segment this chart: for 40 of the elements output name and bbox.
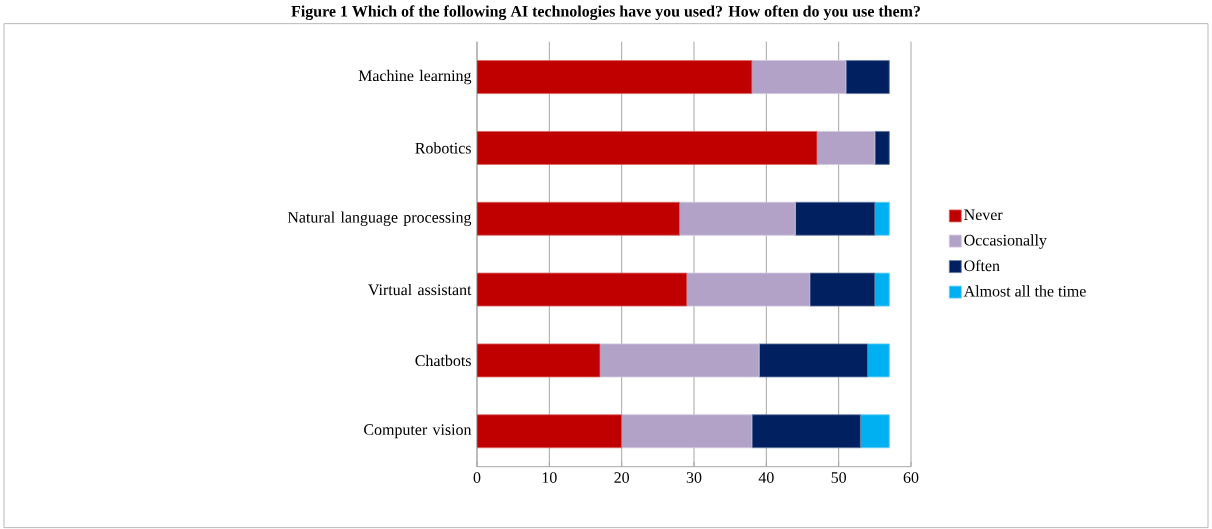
bar xyxy=(751,60,847,95)
legend-label: Almost all the time xyxy=(963,285,1086,297)
bar xyxy=(686,272,811,307)
bar xyxy=(477,272,688,307)
bar xyxy=(867,343,890,378)
y-tick-label: Natural language processing xyxy=(287,211,472,227)
bar xyxy=(599,343,760,378)
bar xyxy=(816,131,876,165)
bar xyxy=(679,202,796,236)
x-tick-label: 10 xyxy=(542,472,557,484)
bar xyxy=(809,272,876,307)
bar xyxy=(874,272,890,307)
y-tick-label: Computer vision xyxy=(364,424,472,439)
chart-title: Figure 1 Which of the following AI technologies have you used? How often do you use them? xyxy=(291,5,920,21)
x-tick-label: 20 xyxy=(614,472,630,484)
bar xyxy=(859,414,890,449)
bar xyxy=(751,414,861,449)
bar xyxy=(477,131,818,165)
x-tick-label: 30 xyxy=(686,472,702,484)
bar xyxy=(794,202,876,236)
legend-label: Never xyxy=(964,209,1003,221)
y-tick-label: Chatbots xyxy=(415,354,471,367)
bar xyxy=(477,60,753,95)
x-tick-label: 60 xyxy=(903,472,919,484)
bar xyxy=(477,202,680,236)
x-tick-label: 0 xyxy=(473,472,481,484)
bar xyxy=(845,60,890,95)
bar xyxy=(874,131,890,165)
bar xyxy=(477,414,623,449)
bar xyxy=(621,414,753,449)
legend-label: Occasionally xyxy=(964,234,1047,249)
legend-label: Often xyxy=(964,259,1000,272)
x-tick-label: 50 xyxy=(831,472,847,484)
y-tick-label: Virtual assistant xyxy=(368,284,472,296)
bar xyxy=(758,343,868,378)
y-tick-label: Machine learning xyxy=(358,70,472,85)
x-tick-label: 40 xyxy=(758,472,774,484)
y-tick-label: Robotics xyxy=(415,142,471,154)
bar xyxy=(874,202,890,236)
bar xyxy=(477,343,601,378)
